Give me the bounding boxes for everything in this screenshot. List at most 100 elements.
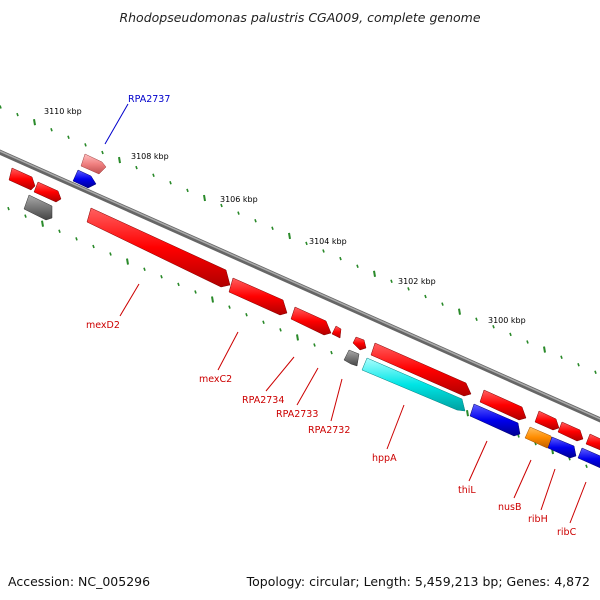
kbp-label: 3106 kbp <box>220 195 258 204</box>
tick-mark <box>585 464 588 469</box>
topology-text: Topology: circular; Length: 5,459,213 bp… <box>246 574 590 589</box>
gene-label-mexC2[interactable]: mexC2 <box>199 374 232 385</box>
gene-hppA[interactable] <box>370 342 472 397</box>
tick-mark <box>58 229 61 234</box>
tick-mark <box>407 287 410 291</box>
gene-label-ribC[interactable]: ribC <box>557 527 577 538</box>
gene-mexD2[interactable] <box>86 207 231 288</box>
tick-mark <box>126 258 129 265</box>
tick-mark <box>543 346 546 353</box>
accession-text: Accession: NC_005296 <box>8 574 150 589</box>
tick-mark <box>296 334 299 341</box>
tick-mark <box>313 343 316 347</box>
tick-mark <box>152 173 155 177</box>
tick-mark <box>24 214 27 218</box>
label-connectors <box>104 103 587 524</box>
tick-mark <box>228 305 231 309</box>
tick-mark <box>169 181 172 185</box>
gene-RPA2737[interactable] <box>80 153 107 175</box>
tick-mark <box>458 308 461 315</box>
gene-thiL[interactable] <box>479 389 527 421</box>
gene-label-RPA2734[interactable]: RPA2734 <box>242 395 284 406</box>
tick-mark <box>135 165 138 170</box>
tick-mark <box>50 127 53 132</box>
tick-mark <box>7 206 10 211</box>
gene-ribH[interactable] <box>557 421 584 442</box>
tick-mark <box>118 156 121 164</box>
gene-gray-left[interactable] <box>23 194 53 221</box>
tick-mark <box>41 220 44 227</box>
tick-mark <box>322 249 325 253</box>
tick-mark <box>262 320 265 325</box>
gene-orange[interactable] <box>524 426 554 449</box>
tick-mark <box>517 434 520 438</box>
gene-nusB[interactable] <box>534 410 560 431</box>
tick-mark <box>92 244 95 249</box>
gene-labels: RPA2737 mexD2 mexC2 RPA2734 RPA2733 RPA2… <box>86 94 577 538</box>
gene-red-left-1[interactable] <box>8 167 36 191</box>
tick-mark <box>424 294 427 299</box>
tick-mark <box>560 355 563 359</box>
gene-label-nusB[interactable]: nusB <box>498 502 522 513</box>
gene-label-ribH[interactable]: ribH <box>528 514 548 525</box>
gene-label-mexD2[interactable]: mexD2 <box>86 320 120 331</box>
tick-mark <box>186 188 189 193</box>
tick-mark <box>177 282 180 287</box>
kbp-label: 3104 kbp <box>309 237 347 246</box>
tick-mark <box>220 203 223 208</box>
gene-blue-thiL[interactable] <box>469 403 521 437</box>
gene-label-RPA2737[interactable]: RPA2737 <box>128 94 170 105</box>
tick-mark <box>101 150 104 155</box>
kbp-label: 3100 kbp <box>488 316 526 325</box>
kbp-label: 3108 kbp <box>131 152 169 161</box>
genome-backbone <box>0 149 600 423</box>
tick-mark <box>16 112 19 117</box>
gene-gray-small[interactable] <box>343 349 360 367</box>
tick-mark <box>245 312 248 317</box>
tick-mark <box>84 143 87 147</box>
gene-label-RPA2733[interactable]: RPA2733 <box>276 409 318 420</box>
tick-mark <box>143 267 146 271</box>
gene-ribC[interactable] <box>585 433 600 452</box>
gene-blue-ribH[interactable] <box>547 436 577 459</box>
tick-mark <box>466 410 469 417</box>
tick-mark <box>356 264 359 268</box>
tick-mark <box>390 279 393 284</box>
tick-mark <box>33 119 36 126</box>
tick-mark <box>254 218 257 223</box>
tick-mark <box>526 340 529 344</box>
gene-RPA2732[interactable] <box>352 336 367 351</box>
gene-label-thiL[interactable]: thiL <box>458 485 476 496</box>
gene-mexC2[interactable] <box>228 277 288 316</box>
map-title: Rhodopseudomonas palustris CGA009, compl… <box>119 10 480 25</box>
tick-mark <box>475 317 478 321</box>
gene-blue-ribC[interactable] <box>577 447 600 470</box>
gene-RPA2734[interactable] <box>290 306 332 336</box>
kbp-label: 3110 kbp <box>44 107 82 116</box>
tick-mark <box>237 211 240 215</box>
gene-label-RPA2732[interactable]: RPA2732 <box>308 425 350 436</box>
tick-mark <box>160 275 163 279</box>
tick-mark <box>330 350 333 355</box>
kbp-labels: 3110 kbp 3108 kbp 3106 kbp 3104 kbp 3102… <box>44 107 526 325</box>
tick-mark <box>373 270 376 277</box>
tick-mark <box>577 362 580 367</box>
tick-mark <box>0 105 2 109</box>
gene-blue-arrow[interactable] <box>72 169 97 189</box>
tick-mark <box>441 302 444 306</box>
tick-mark <box>109 252 112 256</box>
tick-mark <box>305 241 308 246</box>
features <box>8 153 600 470</box>
gene-red-left-2[interactable] <box>33 181 62 203</box>
tick-mark <box>492 325 495 329</box>
gene-cyan[interactable] <box>361 357 466 412</box>
tick-mark <box>194 290 197 294</box>
gene-RPA2733[interactable] <box>331 325 342 339</box>
tick-mark <box>339 256 342 261</box>
tick-mark <box>594 370 597 375</box>
tick-mark <box>67 135 70 140</box>
gene-label-hppA[interactable]: hppA <box>372 453 397 464</box>
tick-mark <box>279 328 282 332</box>
tick-mark <box>75 237 78 241</box>
